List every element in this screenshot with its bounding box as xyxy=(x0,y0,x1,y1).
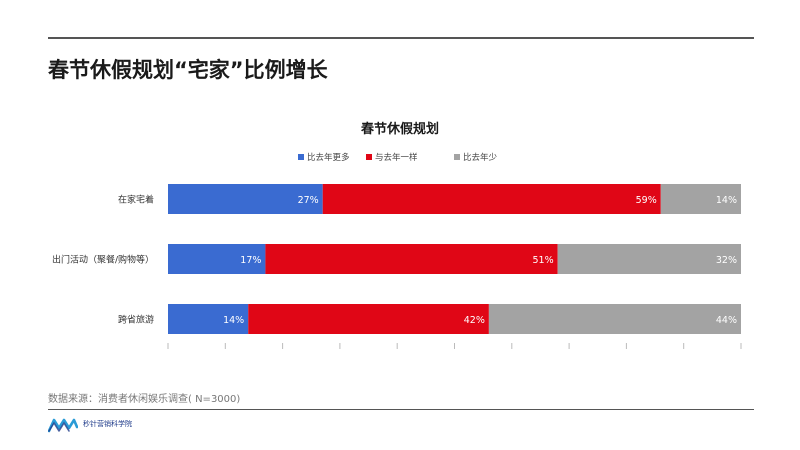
data-label-2-1: 17% xyxy=(240,255,261,266)
bar-3-3 xyxy=(488,304,741,334)
data-source-note: 数据来源：消费者休闲娱乐调查( N=3000) xyxy=(48,394,241,405)
page-title: 春节休假规划“宅家”比例增长 xyxy=(48,58,328,82)
legend-swatch-3 xyxy=(454,154,460,160)
logo-text: 秒针营销科学院 xyxy=(83,420,132,428)
mw-logo-icon xyxy=(48,418,78,433)
data-label-3-3: 44% xyxy=(716,315,737,326)
bar-2-3 xyxy=(557,244,741,274)
legend-label-1: 比去年更多 xyxy=(307,152,350,163)
bar-2-2 xyxy=(265,244,558,274)
chart-title: 春节休假规划 xyxy=(360,121,439,137)
legend-label-2: 与去年一样 xyxy=(375,152,418,163)
top-rule xyxy=(48,37,754,39)
category-label-2: 出门活动（聚餐/购物等） xyxy=(52,254,154,266)
bar-1-3 xyxy=(660,184,741,214)
data-label-1-2: 59% xyxy=(636,195,657,206)
legend-swatch-2 xyxy=(366,154,372,160)
data-label-3-2: 42% xyxy=(464,315,485,326)
data-label-2-2: 51% xyxy=(533,255,554,266)
bar-1-2 xyxy=(322,184,661,214)
bar-2-1 xyxy=(168,244,266,274)
category-label-1: 在家宅着 xyxy=(118,194,154,206)
legend-swatch-1 xyxy=(298,154,304,160)
data-label-2-3: 32% xyxy=(716,255,737,266)
bar-3-2 xyxy=(248,304,489,334)
data-label-1-3: 14% xyxy=(716,195,737,206)
legend-label-3: 比去年少 xyxy=(463,152,498,163)
data-label-3-1: 14% xyxy=(223,315,244,326)
category-label-3: 跨省旅游 xyxy=(118,314,154,326)
data-label-1-1: 27% xyxy=(298,195,319,206)
bar-3-1 xyxy=(168,304,249,334)
bar-1-1 xyxy=(168,184,323,214)
bottom-rule xyxy=(48,409,754,410)
